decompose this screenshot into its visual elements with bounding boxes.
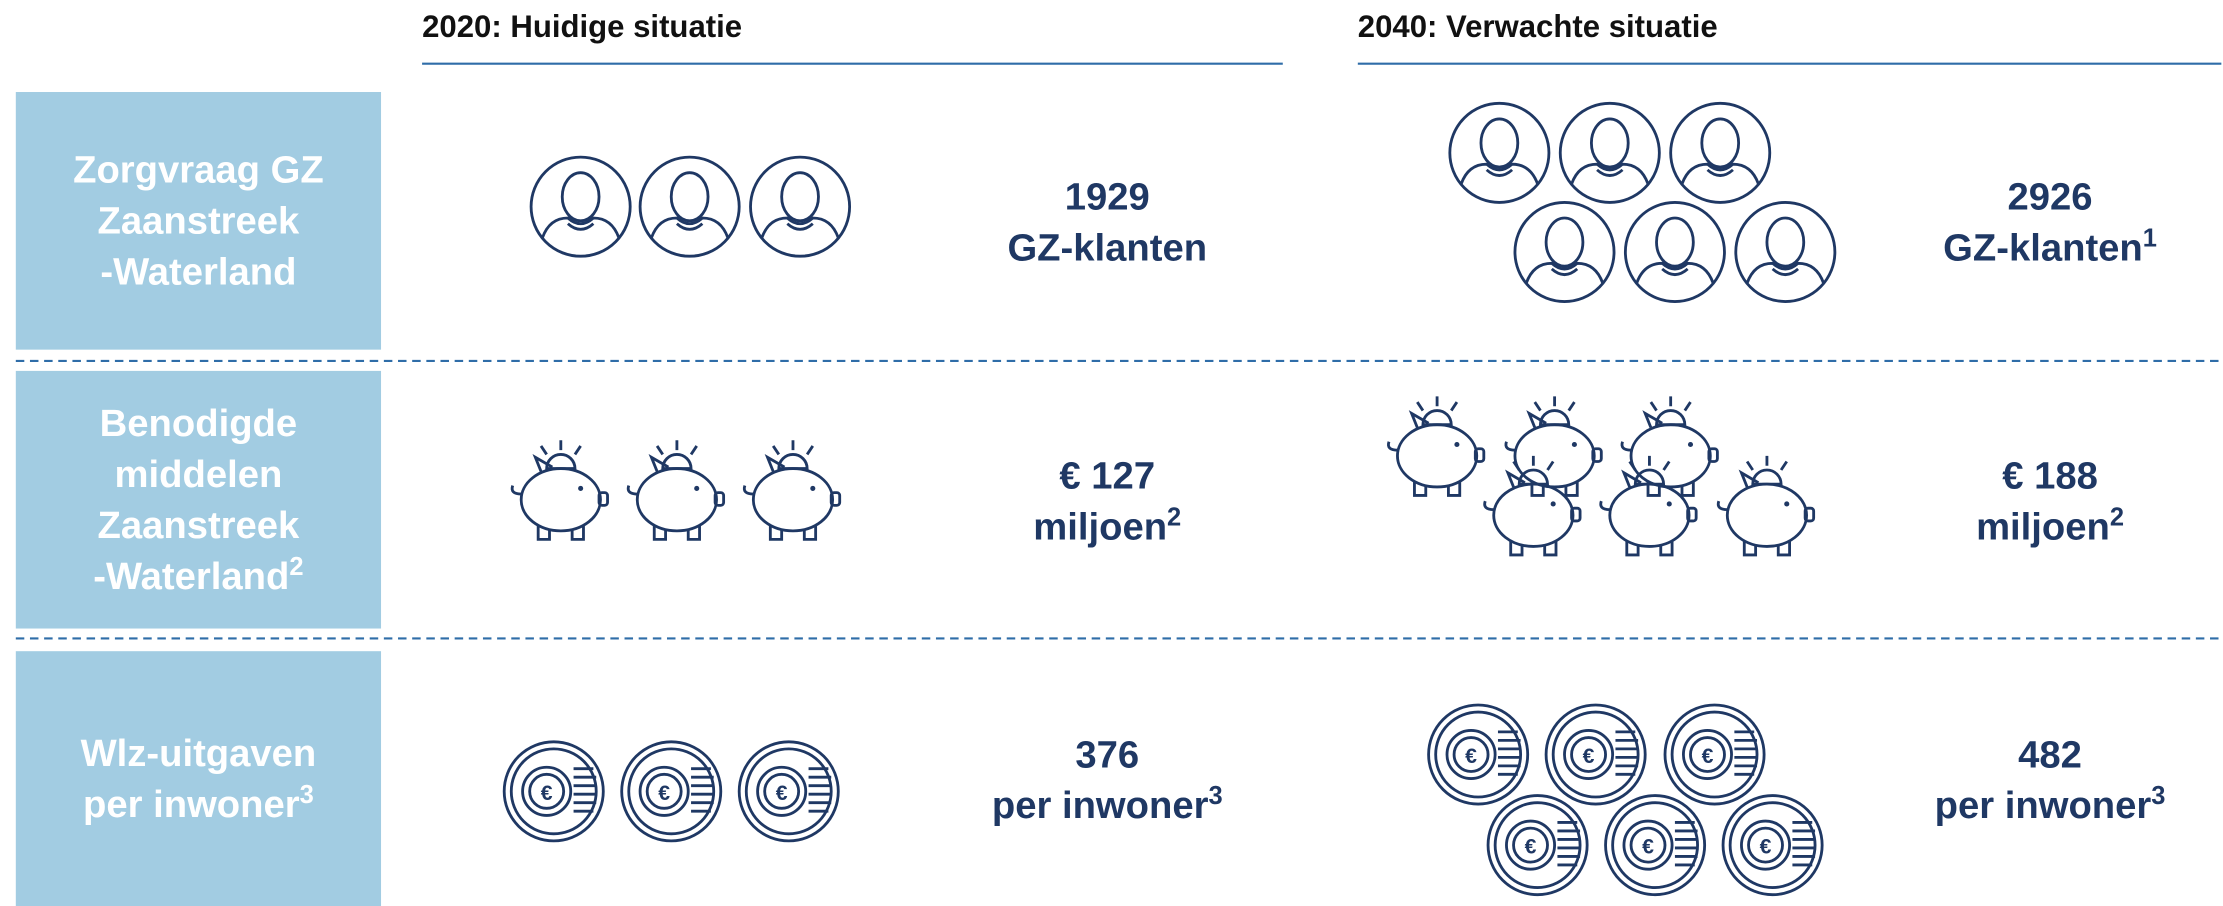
row-label-line: Zaanstreek [98, 200, 301, 243]
row-label-line: per inwoner [83, 783, 300, 826]
icons-row3-2040 [1427, 703, 1824, 897]
row-label: -Waterland [100, 251, 296, 294]
value-unit-text: per inwoner [992, 784, 1209, 827]
value-unit: GZ-klanten [1007, 226, 1207, 269]
row-label-line: middelen [115, 453, 283, 496]
footnote-mark: 1 [2143, 224, 2157, 252]
footnote-mark: 3 [300, 781, 314, 809]
value-number: 1929 [1065, 176, 1150, 219]
column-header: 2040: Verwachte situatie [1358, 9, 1718, 44]
value-unit: miljoen2 [1033, 503, 1181, 548]
footnote-mark: 3 [1208, 782, 1222, 810]
value-unit: per inwoner3 [1935, 782, 2166, 827]
row-label-line: Benodigde [100, 402, 297, 445]
row-label-line: -Waterland [100, 251, 296, 294]
row-label-line: -Waterland [93, 555, 289, 598]
footnote-mark: 2 [289, 553, 303, 581]
footnote-mark: 2 [2110, 503, 2124, 531]
value-unit-text: GZ-klanten [1007, 226, 1207, 269]
value-unit: per inwoner3 [992, 782, 1223, 827]
row-label-box [15, 651, 382, 906]
footnote-mark: 2 [1167, 503, 1181, 531]
value-unit-text: GZ-klanten [1943, 226, 2143, 269]
icons-row1-2020 [529, 155, 852, 258]
row-label: Benodigde [100, 402, 297, 445]
row-label-line: Zaanstreek [98, 504, 301, 547]
footnote-mark: 3 [2151, 782, 2165, 810]
row-label-box [15, 92, 382, 350]
row-label: Zorgvraag GZ [73, 149, 324, 192]
icons-row3-2020 [502, 740, 840, 843]
icons-row1-2040 [1448, 101, 1837, 303]
row-label-line: Zorgvraag GZ [73, 149, 324, 192]
row-label-box [15, 370, 382, 629]
icons-row2-2020 [510, 438, 842, 541]
icons-row2-2040 [1386, 394, 1816, 557]
row-label-line: Wlz-uitgaven [81, 732, 317, 775]
value-number: 482 [2018, 733, 2082, 776]
value-number: 376 [1075, 733, 1139, 776]
column-header: 2020: Huidige situatie [422, 9, 742, 44]
value-unit: GZ-klanten1 [1943, 224, 2157, 269]
value-unit-text: miljoen [1033, 505, 1167, 548]
row-label: per inwoner3 [83, 781, 314, 826]
value-number: € 188 [2002, 454, 2098, 497]
row-label: Zaanstreek [98, 504, 301, 547]
value-number: € 127 [1059, 454, 1155, 497]
row-label: Zaanstreek [98, 200, 301, 243]
value-unit-text: miljoen [1976, 505, 2110, 548]
value-unit-text: per inwoner [1935, 784, 2152, 827]
value-unit: miljoen2 [1976, 503, 2124, 548]
value-number: 2926 [2008, 176, 2093, 219]
row-label: -Waterland2 [93, 553, 303, 598]
row-label: middelen [115, 453, 283, 496]
row-label: Wlz-uitgaven [81, 732, 317, 775]
